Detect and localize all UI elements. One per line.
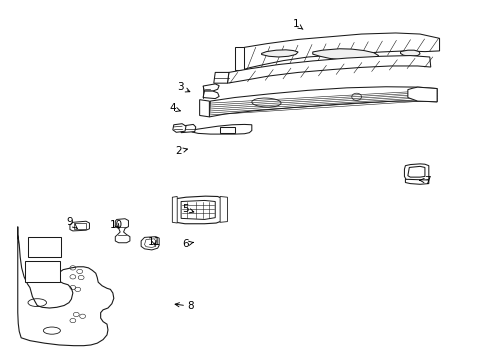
Polygon shape: [181, 125, 195, 133]
Polygon shape: [405, 179, 428, 184]
Polygon shape: [400, 50, 419, 56]
Polygon shape: [407, 166, 424, 177]
Polygon shape: [70, 221, 89, 231]
Text: 11: 11: [147, 237, 161, 247]
Bar: [74, 223, 86, 229]
Polygon shape: [176, 196, 221, 224]
Polygon shape: [404, 164, 428, 181]
Text: 9: 9: [66, 217, 77, 228]
Polygon shape: [181, 201, 215, 220]
Text: 8: 8: [175, 301, 194, 311]
Polygon shape: [199, 100, 209, 117]
Text: 4: 4: [169, 103, 180, 113]
Polygon shape: [144, 239, 156, 247]
Bar: [27, 237, 61, 257]
Text: 10: 10: [110, 220, 123, 230]
Bar: [220, 127, 234, 133]
Polygon shape: [312, 49, 378, 60]
Polygon shape: [209, 87, 436, 117]
Polygon shape: [234, 47, 243, 69]
Bar: [25, 261, 60, 282]
Polygon shape: [115, 219, 130, 243]
Polygon shape: [172, 197, 177, 223]
Polygon shape: [243, 33, 439, 69]
Polygon shape: [203, 91, 219, 99]
Text: 1: 1: [292, 19, 303, 29]
Polygon shape: [203, 84, 219, 91]
Text: 5: 5: [182, 204, 193, 215]
Text: 7: 7: [419, 176, 430, 186]
Polygon shape: [18, 226, 114, 346]
Text: 2: 2: [175, 146, 187, 156]
Text: 6: 6: [183, 239, 193, 249]
Polygon shape: [261, 50, 298, 57]
Text: 3: 3: [177, 82, 189, 93]
Polygon shape: [191, 125, 251, 134]
Polygon shape: [220, 197, 227, 222]
Polygon shape: [213, 72, 228, 83]
Polygon shape: [227, 55, 430, 83]
Polygon shape: [141, 237, 159, 250]
Polygon shape: [407, 87, 436, 102]
Polygon shape: [172, 124, 185, 132]
